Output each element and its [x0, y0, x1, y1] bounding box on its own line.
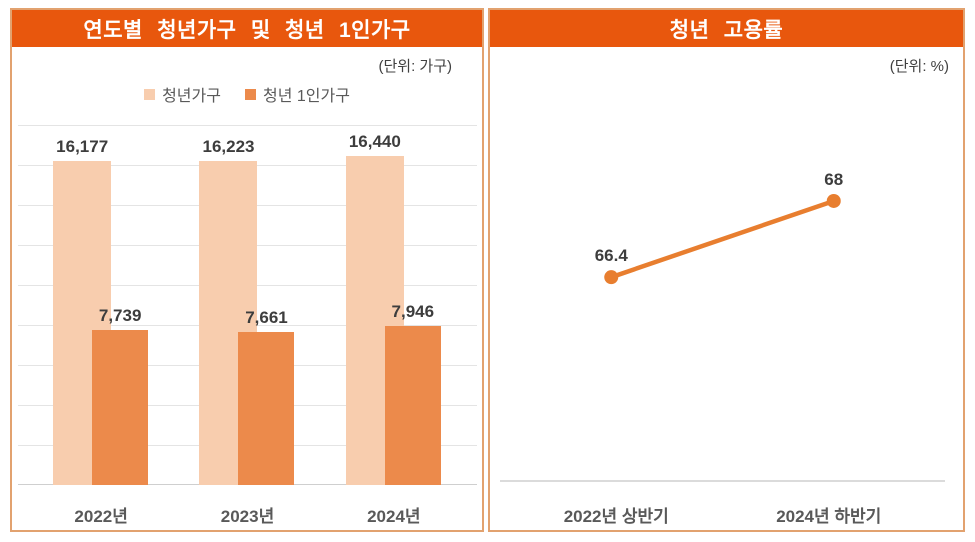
point-value-label: 68 — [824, 170, 843, 189]
legend-item-light: 청년가구 — [144, 82, 221, 106]
bar-group-2022년: 16,177 7,739 — [28, 125, 174, 485]
employment-rate-line — [609, 198, 836, 280]
point-value-label: 66.4 — [595, 246, 629, 265]
bar-group-2023년: 16,223 7,661 — [174, 125, 320, 485]
bar-value-label: 7,661 — [245, 308, 288, 327]
bar-청년 1인가구-2023년 — [238, 332, 295, 485]
legend-item-dark: 청년 1인가구 — [244, 82, 350, 106]
bar-청년 1인가구-2022년 — [92, 330, 149, 485]
right-unit-label: (단위: %) — [889, 58, 949, 75]
line-x-axis: 2022년 상반기 2024년 하반기 — [500, 502, 945, 527]
x-label-2022: 2022년 — [74, 507, 128, 526]
gridline — [18, 125, 477, 126]
bar-value-label: 7,946 — [391, 302, 435, 321]
data-point-marker — [604, 270, 619, 285]
legend: 청년가구 청년 1인가구 — [12, 82, 482, 106]
legend-label-dark: 청년 1인가구 — [262, 88, 350, 105]
data-point-marker — [826, 193, 841, 208]
left-unit-label: (단위: 가구) — [378, 58, 452, 75]
left-chart-panel: 연도별 청년가구 및 청년 1인가구 (단위: 가구) 청년가구 청년 1인가구… — [10, 8, 484, 532]
right-chart-panel: 청년 고용률 (단위: %) 66.4 68 2022년 상반기 2024년 하반… — [488, 8, 965, 532]
bar-value-label: 7,739 — [98, 306, 142, 325]
bar-group-2024년: 16,440 7,946 — [321, 125, 467, 485]
bar-value-label: 16,223 — [202, 137, 255, 156]
bar-value-label: 16,440 — [348, 132, 401, 151]
x-label-2022-h1: 2022년 상반기 — [563, 507, 669, 526]
x-label-2023: 2023년 — [220, 507, 275, 526]
left-chart-title: 연도별 청년가구 및 청년 1인가구 — [12, 10, 482, 47]
line-plot: 66.4 68 — [500, 170, 945, 482]
legend-swatch-light-icon — [144, 88, 156, 100]
bar-청년 1인가구-2024년 — [384, 326, 441, 485]
bar-value-label: 16,177 — [56, 137, 109, 156]
bar-groups: 16,177 7,739 16,223 7,661 16,440 7,946 — [18, 125, 477, 485]
right-chart-title: 청년 고용률 — [490, 10, 963, 47]
bar-plot: 16,177 7,739 16,223 7,661 16,440 7,946 — [18, 125, 477, 485]
x-label-2024: 2024년 — [367, 507, 421, 526]
bar-x-axis: 2022년 2023년 2024년 — [18, 502, 477, 527]
x-label-2024-h2: 2024년 하반기 — [776, 507, 882, 526]
legend-swatch-dark-icon — [244, 88, 256, 100]
legend-label-light: 청년가구 — [162, 88, 221, 105]
